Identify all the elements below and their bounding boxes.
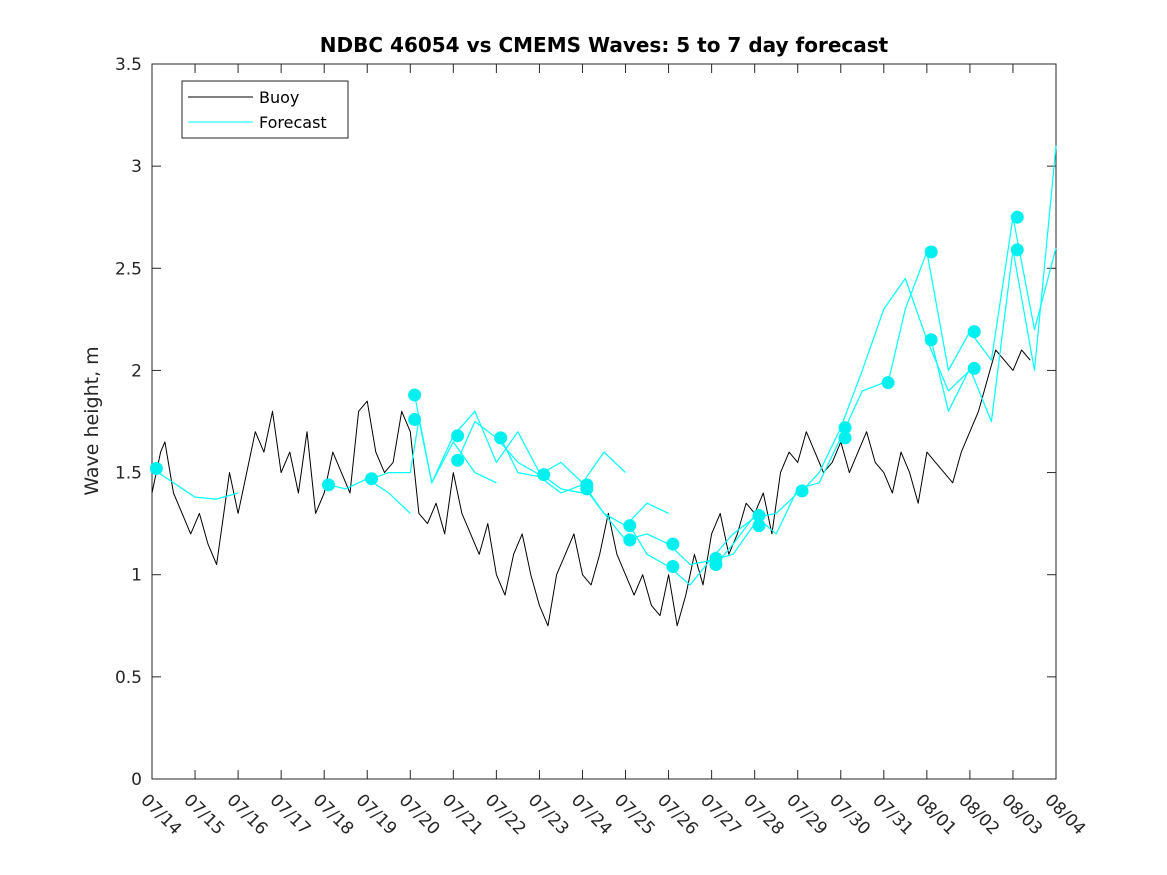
y-tick-label: 0.5 <box>115 668 142 688</box>
forecast-start-marker <box>1010 243 1024 257</box>
x-tick-label: 08/02 <box>954 790 1003 839</box>
y-tick-label: 3.5 <box>115 55 142 75</box>
x-tick-label: 07/21 <box>438 790 487 839</box>
chart-title: NDBC 46054 vs CMEMS Waves: 5 to 7 day fo… <box>320 33 889 57</box>
x-tick-label: 07/16 <box>223 790 272 839</box>
x-tick-label: 07/14 <box>136 790 185 839</box>
y-tick-label: 1 <box>131 566 142 586</box>
forecast-start-marker <box>666 537 680 551</box>
x-tick-label: 07/23 <box>524 790 573 839</box>
forecast-start-marker <box>967 325 981 339</box>
forecast-start-marker <box>537 468 551 482</box>
forecast-start-marker <box>451 453 465 467</box>
forecast-start-marker <box>494 431 508 445</box>
forecast-start-marker <box>752 508 766 522</box>
forecast-start-marker <box>408 412 422 426</box>
forecast-start-marker <box>838 421 852 435</box>
y-axis: 0 0.5 1 1.5 2 2.5 3 3.5 <box>115 55 1056 790</box>
y-tick-label: 3 <box>131 157 142 177</box>
forecast-start-marker <box>321 478 335 492</box>
x-tick-label: 07/18 <box>309 790 358 839</box>
forecast-start-marker <box>924 245 938 259</box>
forecast-start-marker <box>967 361 981 375</box>
x-tick-label: 08/03 <box>997 790 1046 839</box>
x-tick-label: 07/26 <box>653 790 702 839</box>
forecast-series-line-12 <box>930 145 1057 423</box>
plot-area <box>151 63 1057 780</box>
x-tick-label: 08/04 <box>1040 790 1089 839</box>
x-tick-label: 07/29 <box>782 790 831 839</box>
y-axis-label: Wave height, m <box>81 346 103 495</box>
forecast-start-marker <box>408 388 422 402</box>
forecast-start-marker <box>580 482 594 496</box>
forecast-start-marker <box>881 376 895 390</box>
forecast-start-marker <box>451 429 465 443</box>
x-tick-label: 07/22 <box>481 790 530 839</box>
forecast-start-marker <box>709 558 723 571</box>
forecast-series-line-10 <box>801 277 971 492</box>
forecast-series-line-4 <box>414 394 583 494</box>
legend-box <box>181 80 349 139</box>
x-tick-label: 07/17 <box>266 790 315 839</box>
x-tick-label: 07/20 <box>395 790 444 839</box>
x-tick-label: 07/28 <box>739 790 788 839</box>
x-tick-label: 07/19 <box>352 790 401 839</box>
x-tick-label: 07/15 <box>180 790 229 839</box>
forecast-start-marker <box>623 519 637 533</box>
x-tick-label: 07/24 <box>567 790 616 839</box>
legend: Buoy Forecast <box>181 80 349 139</box>
y-tick-label: 0 <box>131 770 142 790</box>
forecast-start-marker <box>795 484 809 498</box>
x-tick-label: 08/01 <box>911 790 960 839</box>
forecast-start-marker <box>838 431 852 445</box>
forecast-series-line-1 <box>151 468 239 500</box>
forecast-start-marker <box>1010 210 1024 224</box>
y-tick-label: 2.5 <box>115 259 142 279</box>
marker-layer <box>149 210 1024 574</box>
forecast-start-marker <box>149 461 163 475</box>
forecast-start-marker <box>924 333 938 347</box>
forecast-start-marker <box>752 519 766 533</box>
forecast-start-marker <box>666 560 680 574</box>
forecast-start-marker <box>365 472 379 486</box>
buoy-series-line <box>151 349 1031 627</box>
y-tick-label: 2 <box>131 361 142 381</box>
legend-buoy-label: Buoy <box>259 88 299 107</box>
x-tick-label: 07/27 <box>696 790 745 839</box>
forecast-start-marker <box>623 533 637 547</box>
y-tick-label: 1.5 <box>115 464 142 484</box>
x-tick-label: 07/31 <box>868 790 917 839</box>
x-tick-label: 07/25 <box>610 790 659 839</box>
x-tick-label: 07/30 <box>825 790 874 839</box>
legend-forecast-label: Forecast <box>259 113 327 132</box>
